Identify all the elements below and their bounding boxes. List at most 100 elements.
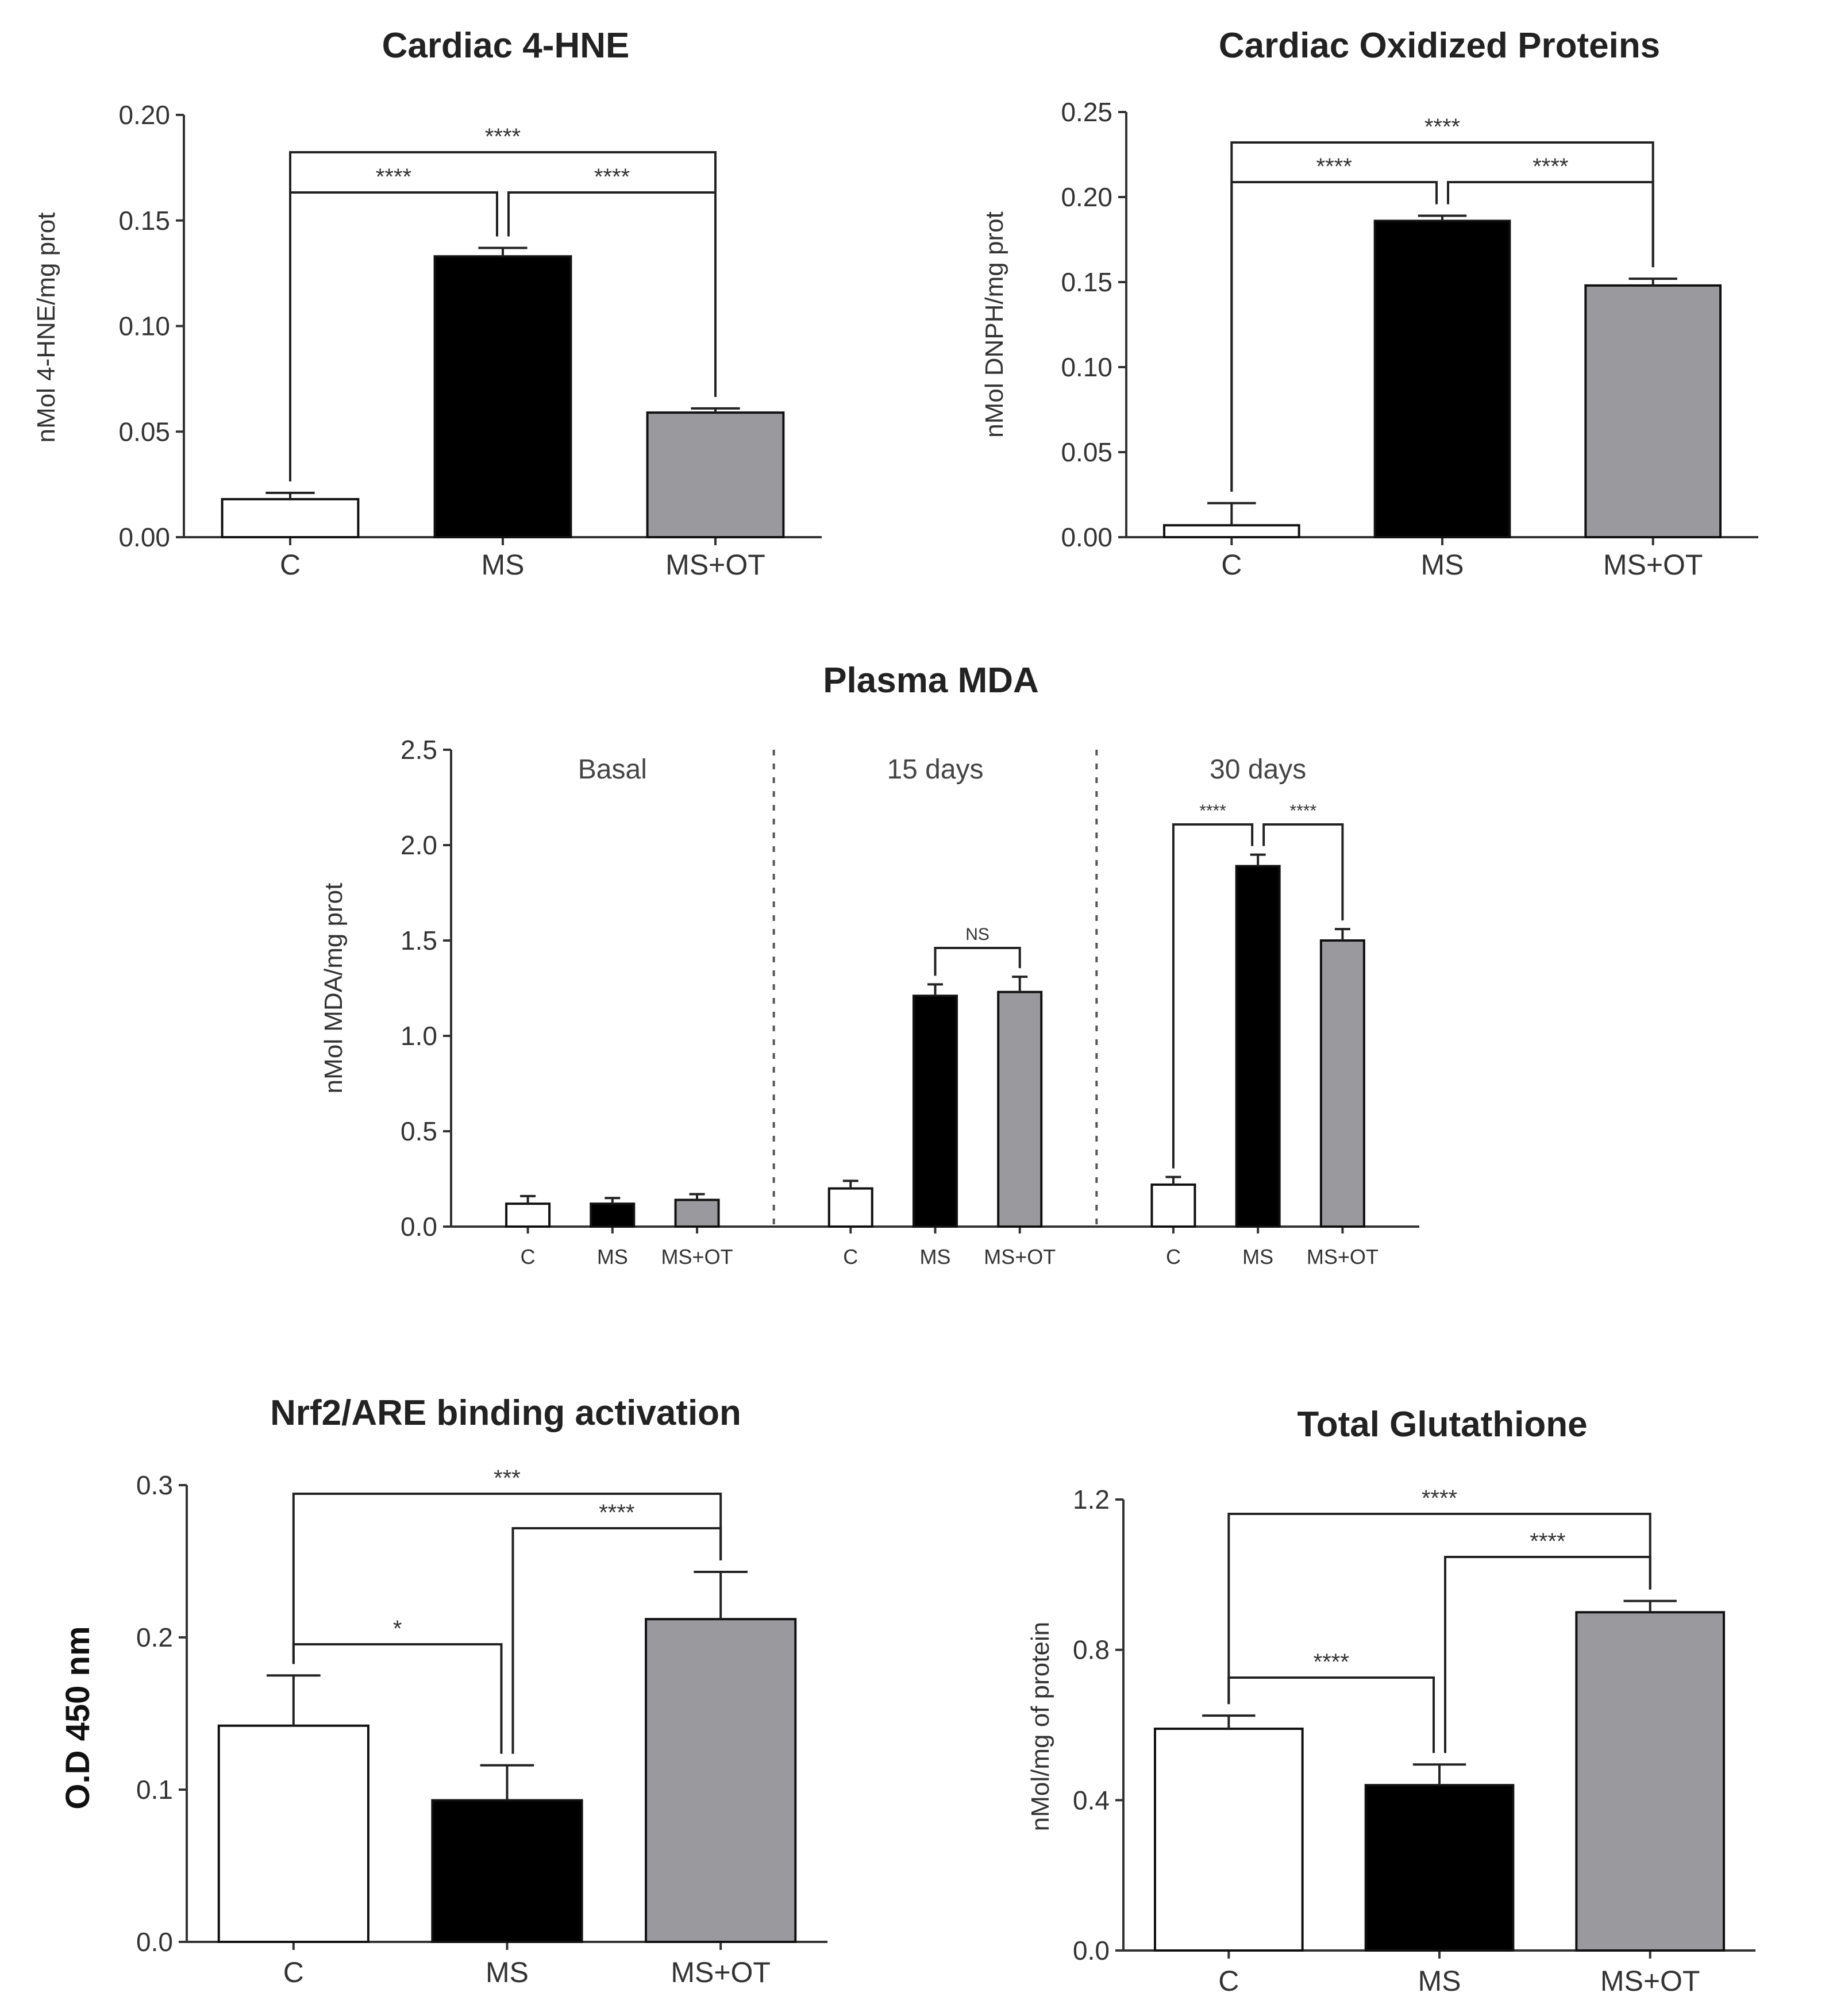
group-label: 15 days xyxy=(887,754,983,785)
bar-ms xyxy=(590,1202,636,1228)
significance-bracket xyxy=(934,947,1021,976)
significance-label: **** xyxy=(485,124,521,149)
chart-title: Total Glutathione xyxy=(1297,1405,1587,1444)
chart-title: Plasma MDA xyxy=(823,661,1039,700)
significance-label: **** xyxy=(1314,1649,1349,1675)
x-category-label: C xyxy=(843,1245,858,1269)
y-tick-label: 0.20 xyxy=(1061,182,1112,212)
y-tick-label: 0.05 xyxy=(1061,437,1112,467)
x-category-label: MS+OT xyxy=(661,1245,733,1269)
bar-c xyxy=(1154,1728,1304,1952)
y-tick-label: 0.25 xyxy=(1061,97,1112,127)
y-tick-label: 1.5 xyxy=(401,926,437,955)
y-tick-label: 0.0 xyxy=(1073,1936,1110,1965)
significance-label: **** xyxy=(376,164,411,190)
bar-ms-ot xyxy=(997,990,1043,1228)
x-category-label: MS+OT xyxy=(665,549,765,581)
significance-bracket xyxy=(289,151,717,481)
bar-ms xyxy=(431,1799,583,1944)
significance-label: **** xyxy=(1289,801,1316,820)
significance-label: *** xyxy=(494,1466,521,1491)
group-label: Basal xyxy=(578,754,647,785)
significance-label: **** xyxy=(599,1500,634,1525)
x-category-label: MS+OT xyxy=(1307,1245,1379,1269)
significance-label: **** xyxy=(1533,154,1568,179)
y-tick-label: 0.10 xyxy=(1061,352,1112,382)
bar-ms-ot xyxy=(674,1198,720,1228)
y-tick-label: 0.8 xyxy=(1073,1635,1110,1665)
y-tick-label: 0.00 xyxy=(1061,522,1112,552)
x-category-label: MS xyxy=(486,1956,529,1988)
x-category-label: MS+OT xyxy=(1600,1965,1700,1997)
x-category-label: C xyxy=(521,1245,536,1269)
y-axis-label: O.D 450 nm xyxy=(59,1626,97,1809)
bar-c xyxy=(1163,524,1300,539)
x-category-label: C xyxy=(1218,1965,1239,1997)
x-category-label: C xyxy=(1166,1245,1181,1269)
y-tick-label: 0.0 xyxy=(136,1927,173,1957)
significance-label: **** xyxy=(1199,801,1226,820)
bar-ms-ot xyxy=(646,411,785,538)
y-tick-label: 0.05 xyxy=(118,417,170,446)
significance-label: NS xyxy=(965,925,989,944)
chart-title: Nrf2/ARE binding activation xyxy=(270,1393,741,1433)
y-axis-label: nMol DNPH/mg prot xyxy=(980,211,1008,438)
bar-c xyxy=(221,498,360,538)
x-category-label: MS+OT xyxy=(1603,549,1703,581)
y-tick-label: 0.4 xyxy=(1073,1785,1110,1815)
significance-bracket xyxy=(1172,823,1254,1169)
group-label: 30 days xyxy=(1210,754,1306,785)
x-category-label: C xyxy=(1221,549,1242,581)
bar-ms-ot xyxy=(1575,1611,1725,1952)
cardiac-4hne-chart: 0.00 0.05 0.10 0.15 0.20 Cardiac 4-HNE nMol 4-… xyxy=(32,26,822,581)
bar-ms xyxy=(1235,865,1281,1228)
significance-label: **** xyxy=(1422,1486,1457,1511)
y-tick-label: 0.3 xyxy=(136,1470,173,1500)
significance-label: **** xyxy=(1316,154,1352,179)
x-category-label: MS xyxy=(482,549,525,581)
bar-ms xyxy=(1364,1784,1515,1952)
y-tick-label: 1.0 xyxy=(401,1021,437,1051)
y-tick-label: 0.2 xyxy=(136,1622,173,1652)
y-tick-label: 0.15 xyxy=(1061,267,1112,297)
x-category-label: MS xyxy=(1418,1965,1461,1997)
nrf2-are-chart: 0.0 0.1 0.2 0.3 Nrf2/ARE binding activation O… xyxy=(59,1393,827,1988)
x-category-label: MS xyxy=(920,1245,951,1269)
significance-bracket xyxy=(1227,1513,1651,1705)
y-axis-label: nMol/mg of protein xyxy=(1026,1622,1054,1831)
bar-c xyxy=(1150,1183,1196,1228)
bar-c xyxy=(827,1187,873,1228)
significance-bracket xyxy=(1262,823,1344,921)
significance-label: **** xyxy=(1424,114,1460,140)
x-category-label: MS xyxy=(1242,1245,1273,1269)
y-tick-label: 1.2 xyxy=(1073,1485,1110,1514)
significance-label: **** xyxy=(594,164,630,190)
significance-label: * xyxy=(393,1616,402,1641)
bar-ms xyxy=(912,994,958,1228)
bar-ms-ot xyxy=(1584,284,1722,538)
significance-label: **** xyxy=(1530,1529,1565,1554)
y-tick-label: 0.15 xyxy=(118,206,170,236)
x-category-label: MS+OT xyxy=(671,1956,771,1988)
x-category-label: C xyxy=(283,1956,304,1988)
bar-c xyxy=(505,1202,551,1228)
significance-bracket xyxy=(1230,141,1654,492)
y-tick-label: 0.00 xyxy=(118,522,170,552)
significance-bracket xyxy=(292,1493,722,1664)
bar-ms-ot xyxy=(1319,939,1365,1228)
total-glutathione-chart: 0.0 0.4 0.8 1.2 Total Glutathione nMol/mg of … xyxy=(1026,1405,1755,1997)
bar-c xyxy=(217,1724,369,1943)
y-tick-label: 2.0 xyxy=(401,830,437,860)
x-category-label: C xyxy=(280,549,301,581)
x-category-label: MS xyxy=(597,1245,628,1269)
y-tick-label: 0.20 xyxy=(118,100,170,130)
chart-title: Cardiac Oxidized Proteins xyxy=(1219,26,1660,65)
x-category-label: MS+OT xyxy=(984,1245,1056,1269)
y-tick-label: 0.0 xyxy=(401,1212,437,1242)
cardiac-oxidized-proteins-chart: 0.00 0.05 0.10 0.15 0.20 0.25 Cardiac Oxidized… xyxy=(980,26,1758,581)
x-category-label: MS xyxy=(1421,549,1464,581)
y-axis-label: nMol MDA/mg prot xyxy=(319,883,348,1094)
y-axis-label: nMol 4-HNE/mg prot xyxy=(32,212,60,442)
y-tick-label: 2.5 xyxy=(401,735,437,765)
